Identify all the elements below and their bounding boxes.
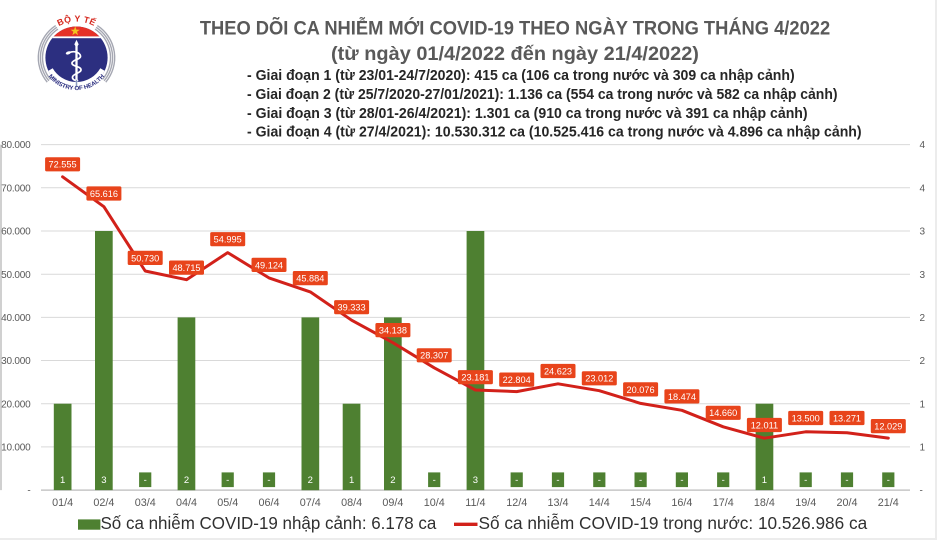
svg-text:21/4: 21/4 [878,497,899,509]
svg-text:3: 3 [473,475,478,486]
svg-text:05/4: 05/4 [217,497,238,509]
svg-text:2: 2 [184,475,189,486]
svg-text:11/4: 11/4 [465,497,485,509]
svg-text:06/4: 06/4 [258,497,279,509]
svg-text:BỘ Y TẾ: BỘ Y TẾ [56,13,98,28]
svg-text:3: 3 [920,227,926,238]
svg-text:-: - [639,475,642,486]
svg-text:45.884: 45.884 [296,274,324,284]
svg-text:1: 1 [762,475,767,486]
svg-text:-: - [226,475,229,486]
svg-text:- Giai đoạn 1 (từ 23/01-24/7/2: - Giai đoạn 1 (từ 23/01-24/7/2020): 415 … [247,68,795,85]
svg-text:- Giai đoạn 2 (từ 25/7/2020-27: - Giai đoạn 2 (từ 25/7/2020-27/01/2021):… [247,86,838,103]
svg-text:-: - [515,475,518,486]
svg-text:48.715: 48.715 [172,263,200,273]
svg-text:60.000: 60.000 [1,227,31,238]
svg-text:2: 2 [920,356,926,367]
svg-text:54.995: 54.995 [214,235,242,245]
svg-text:-: - [598,475,601,486]
svg-text:- Giai đoạn 3 (từ 28/01-26/4/2: - Giai đoạn 3 (từ 28/01-26/4/2021): 1.30… [247,105,808,121]
svg-text:70.000: 70.000 [1,183,31,194]
svg-text:-: - [887,475,890,486]
svg-text:12/4: 12/4 [506,497,527,509]
svg-text:20.076: 20.076 [627,385,655,395]
svg-text:65.616: 65.616 [90,189,118,199]
svg-text:13.500: 13.500 [792,413,820,423]
svg-text:-: - [144,475,147,486]
svg-text:2: 2 [390,475,395,486]
svg-text:40.000: 40.000 [1,313,31,324]
svg-text:4: 4 [920,183,926,194]
svg-text:-: - [433,475,436,486]
svg-text:23.012: 23.012 [585,374,613,384]
svg-text:-: - [845,475,848,486]
svg-text:THEO DÕI CA NHIỄM MỚI COVID-19: THEO DÕI CA NHIỄM MỚI COVID-19 THEO NGÀY… [200,17,830,40]
svg-text:13.271: 13.271 [833,413,861,423]
svg-text:-: - [920,486,923,497]
svg-text:16/4: 16/4 [671,497,692,509]
svg-text:Số ca nhiễm COVID-19 trong nướ: Số ca nhiễm COVID-19 trong nước: 10.526.… [478,513,867,533]
svg-text:Số ca nhiễm COVID-19 nhập cảnh: Số ca nhiễm COVID-19 nhập cảnh: 6.178 ca [101,513,437,533]
svg-text:50.000: 50.000 [1,270,31,281]
svg-text:08/4: 08/4 [341,497,362,509]
svg-text:3: 3 [101,475,106,486]
svg-text:-: - [27,486,30,497]
svg-text:24.623: 24.623 [544,366,572,376]
svg-text:04/4: 04/4 [176,497,197,509]
svg-text:3: 3 [920,270,926,281]
svg-text:-: - [680,475,683,486]
svg-text:23.181: 23.181 [461,373,489,383]
svg-text:12.011: 12.011 [751,420,778,430]
svg-text:-: - [267,475,270,486]
svg-text:15/4: 15/4 [630,497,651,509]
svg-text:34.138: 34.138 [379,326,407,336]
svg-text:1: 1 [349,475,354,486]
svg-text:4: 4 [920,140,926,151]
svg-text:30.000: 30.000 [1,356,31,367]
svg-text:13/4: 13/4 [547,497,568,509]
svg-text:03/4: 03/4 [135,497,156,509]
svg-text:18.474: 18.474 [668,392,696,402]
svg-text:50.730: 50.730 [131,253,159,263]
svg-text:49.124: 49.124 [255,260,283,270]
svg-text:20/4: 20/4 [836,497,857,509]
svg-text:18/4: 18/4 [754,497,775,509]
svg-text:14/4: 14/4 [589,497,610,509]
svg-text:2: 2 [920,313,926,324]
svg-text:-: - [722,475,725,486]
svg-text:01/4: 01/4 [52,497,73,509]
svg-text:07/4: 07/4 [300,497,321,509]
svg-text:(từ ngày 01/4/2022 đến ngày 21: (từ ngày 01/4/2022 đến ngày 21/4/2022) [331,43,699,65]
svg-text:2: 2 [308,475,313,486]
svg-text:80.000: 80.000 [1,140,31,151]
svg-text:22.804: 22.804 [503,375,531,385]
svg-text:- Giai đoạn 4 (từ 27/4/2021):: - Giai đoạn 4 (từ 27/4/2021): 10.530.312… [247,124,862,140]
svg-text:-: - [804,475,807,486]
svg-text:1: 1 [920,443,926,454]
svg-text:1: 1 [920,399,926,410]
svg-text:20.000: 20.000 [1,399,31,410]
svg-text:12.029: 12.029 [874,422,902,432]
svg-text:-: - [556,475,559,486]
svg-text:1: 1 [60,475,65,486]
svg-text:28.307: 28.307 [420,351,448,361]
svg-text:17/4: 17/4 [713,497,734,509]
svg-text:02/4: 02/4 [93,497,114,509]
svg-text:09/4: 09/4 [382,497,403,509]
svg-text:14.660: 14.660 [709,408,737,418]
svg-text:39.333: 39.333 [338,303,366,313]
svg-text:72.555: 72.555 [49,160,77,170]
svg-text:19/4: 19/4 [795,497,816,509]
svg-text:10.000: 10.000 [1,443,31,454]
svg-text:10/4: 10/4 [424,497,445,509]
